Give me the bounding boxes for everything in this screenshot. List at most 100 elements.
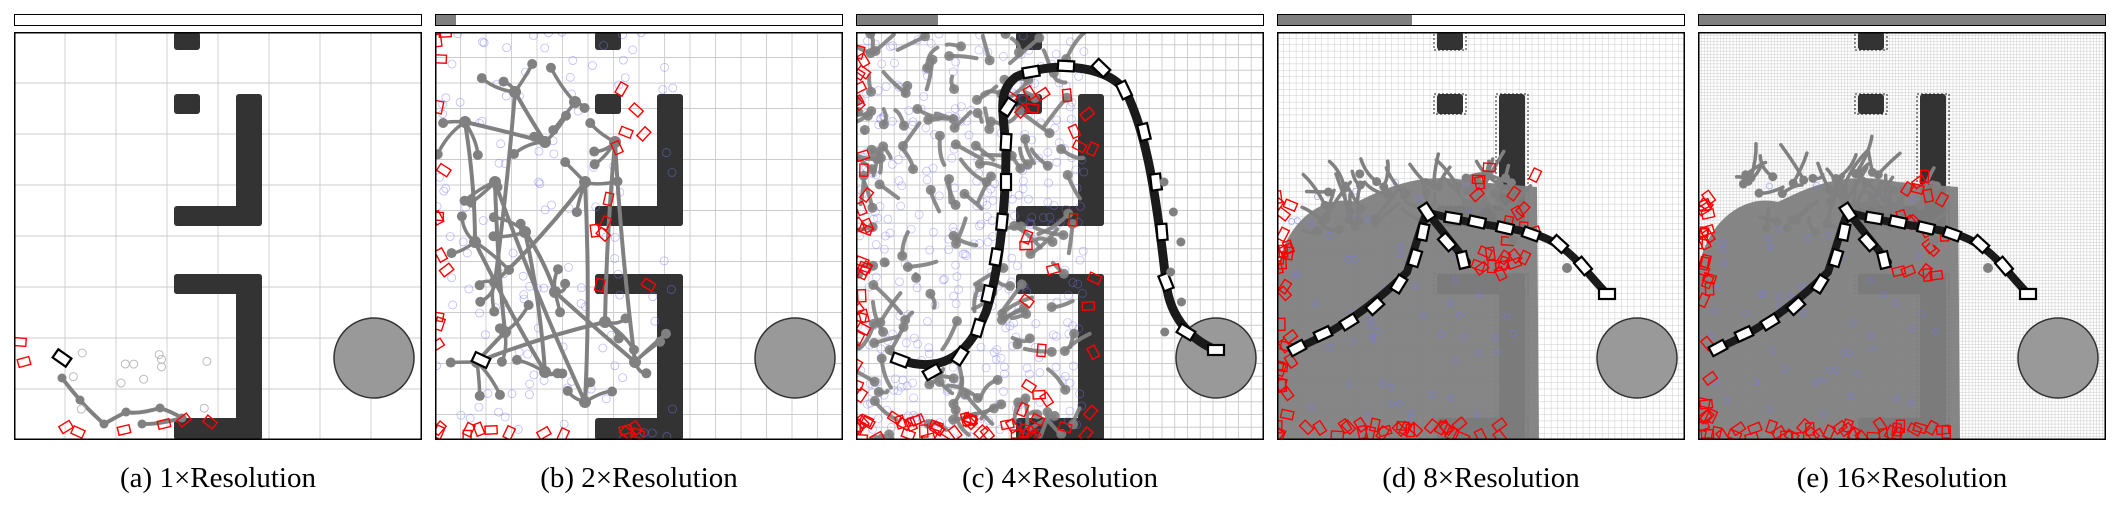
tree-node — [1005, 280, 1016, 291]
tree-node — [897, 250, 908, 261]
sample-node — [529, 32, 538, 40]
sample-node — [924, 343, 934, 353]
sample-node — [1025, 218, 1035, 228]
frontier-pose — [618, 125, 634, 140]
frontier-pose — [1477, 244, 1494, 259]
frontier-pose — [1924, 241, 1941, 258]
sample-node — [1826, 366, 1833, 374]
frontier-pose — [1698, 226, 1710, 241]
sample-node — [648, 292, 658, 302]
tree-node — [499, 326, 511, 338]
tree-node — [1015, 163, 1026, 174]
obstacle-voxels — [1433, 32, 1467, 51]
tree-node — [1783, 223, 1793, 233]
frontier-pose — [1866, 431, 1881, 440]
tree-node — [865, 32, 876, 39]
sample-node — [1326, 232, 1333, 239]
tree-node — [1024, 333, 1035, 344]
sample-node — [1034, 153, 1044, 163]
sample-node — [519, 294, 529, 304]
sample-node — [877, 59, 887, 69]
obstacle-wall — [595, 94, 621, 114]
sample-node — [618, 32, 627, 40]
sample-node — [1368, 335, 1376, 343]
frontier-pose — [1507, 247, 1523, 265]
sample-node — [982, 212, 992, 221]
frontier-pose — [1872, 416, 1888, 433]
tree-edge — [473, 240, 547, 374]
frontier-pose — [856, 419, 864, 436]
sample-node — [912, 283, 922, 293]
frontier-pose — [16, 355, 32, 369]
sample-node — [951, 299, 961, 309]
sample-node — [951, 260, 961, 270]
tree-node — [1022, 159, 1033, 170]
tree-node — [607, 386, 618, 397]
sample-node — [568, 56, 578, 65]
frontier-pose — [856, 64, 872, 80]
frontier-pose — [1919, 169, 1930, 184]
frontier-pose — [535, 425, 553, 440]
sample-node — [475, 308, 484, 318]
frontier-pose — [57, 419, 75, 435]
sample-node — [139, 374, 149, 384]
frontier-pose — [886, 410, 903, 426]
sample-node — [1909, 195, 1917, 203]
sample-node — [1063, 318, 1072, 327]
tree-node — [1837, 191, 1847, 201]
frontier-pose — [1032, 389, 1046, 400]
frontier-pose — [589, 223, 601, 238]
frontier-pose — [1036, 343, 1047, 358]
frontier-pose — [1700, 428, 1715, 439]
vehicle-pose — [949, 345, 971, 367]
sample-node — [961, 251, 971, 261]
tree-node — [948, 373, 959, 384]
vehicle-pose — [1135, 121, 1153, 143]
tree-node — [1029, 92, 1040, 103]
sample-node — [435, 361, 441, 371]
frontier-pose — [1704, 282, 1715, 296]
sample-node — [992, 345, 1002, 355]
tree-node — [545, 62, 556, 73]
panel-caption: (c) 4×Resolution — [962, 462, 1158, 494]
tree-node — [912, 104, 923, 115]
sample-node — [1918, 310, 1926, 318]
frontier-pose — [1883, 424, 1899, 440]
frontier-pose — [1934, 191, 1950, 208]
frontier-pose — [1433, 419, 1449, 436]
sample-node — [1049, 201, 1059, 210]
sample-node — [996, 353, 1006, 363]
sample-node — [1078, 246, 1088, 256]
progress-bar — [1277, 14, 1685, 26]
map-border — [435, 32, 843, 440]
vehicle-pose — [1520, 225, 1542, 243]
tree-node — [585, 118, 596, 129]
frontier-pose — [1473, 427, 1488, 440]
sample-node — [620, 73, 630, 83]
sample-node — [1847, 392, 1855, 400]
goal-region — [2017, 317, 2099, 399]
frontier-pose — [1484, 246, 1496, 261]
frontier-pose — [1086, 344, 1101, 361]
sample-node — [1014, 190, 1024, 200]
frontier-pose — [1281, 239, 1296, 255]
frontier-pose — [435, 54, 448, 64]
sample-node — [1043, 197, 1053, 207]
sample-node — [923, 316, 932, 326]
vehicle-pose — [1466, 214, 1488, 230]
sample-node — [974, 45, 984, 55]
tree-node — [1929, 235, 1939, 245]
vehicle-pose — [1364, 295, 1386, 317]
tree-node — [1868, 192, 1878, 202]
vehicle-pose — [1389, 273, 1409, 295]
frontier-pose — [1277, 427, 1287, 440]
tree-node — [1788, 178, 1798, 188]
frontier-pose — [1337, 417, 1353, 435]
tree-node — [868, 280, 879, 291]
tree-node — [1762, 223, 1772, 233]
sample-node — [1849, 318, 1857, 326]
sample-node — [999, 387, 1008, 396]
tree-node — [902, 80, 913, 91]
sample-node — [991, 354, 1001, 364]
frontier-pose — [502, 424, 517, 440]
